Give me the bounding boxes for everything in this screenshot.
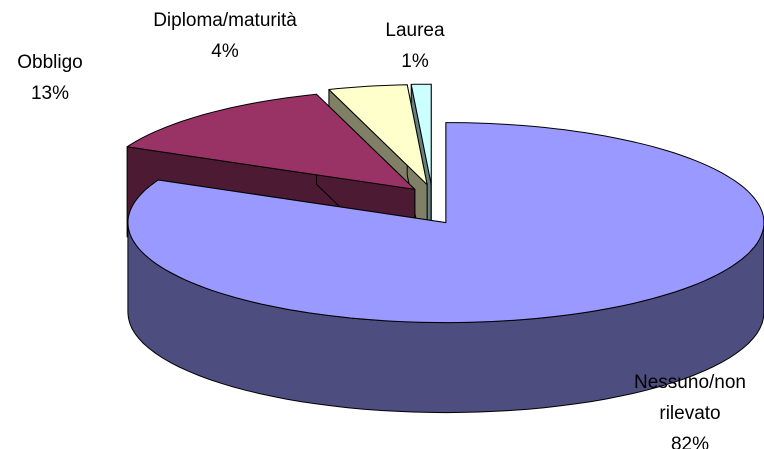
value-label: 82% (670, 434, 710, 449)
value-label: 1% (401, 51, 429, 72)
category-label: Nessuno/non rilevato (634, 372, 746, 424)
slice-label: Laurea 1% (365, 15, 465, 77)
category-label: Laurea (385, 20, 445, 41)
category-label: Obbligo (17, 52, 83, 73)
slice (328, 84, 428, 186)
slice (126, 93, 416, 190)
slice-label: Nessuno/non rilevato 82% (625, 367, 755, 449)
value-label: 4% (211, 41, 239, 62)
category-label: Diploma/maturità (153, 10, 297, 31)
value-label: 13% (30, 83, 70, 104)
slice-label: Diploma/maturità 4% (125, 5, 325, 67)
slice (127, 122, 764, 324)
slice (410, 83, 432, 185)
slice-label: Obbligo 13% (0, 47, 110, 109)
